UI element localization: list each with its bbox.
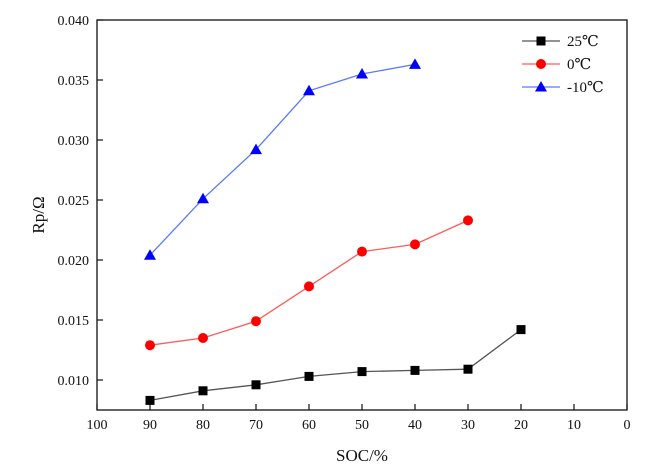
- y-tick-label: 0.025: [58, 194, 90, 209]
- x-tick-label: 50: [355, 418, 369, 433]
- data-point: [304, 371, 314, 381]
- x-tick-label: 30: [461, 418, 475, 433]
- legend-label: 25℃: [567, 34, 599, 50]
- x-tick-label: 40: [408, 418, 422, 433]
- y-tick-label: 0.010: [58, 374, 90, 389]
- y-tick-label: 0.035: [58, 74, 90, 89]
- legend-marker: [536, 59, 546, 69]
- data-point: [251, 316, 261, 327]
- data-point: [357, 246, 367, 257]
- legend: 25℃ 0℃ -10℃: [522, 34, 604, 96]
- x-tick-label: 90: [143, 418, 157, 433]
- x-tick-label: 70: [249, 418, 263, 433]
- series-layer: [144, 58, 526, 405]
- y-tick-label: 0.020: [58, 254, 90, 269]
- y-tick-label: 0.015: [58, 314, 90, 329]
- x-tick-label: 20: [514, 418, 528, 433]
- series-line: [149, 329, 522, 402]
- data-point: [251, 380, 261, 390]
- data-point: [197, 192, 209, 204]
- data-point: [409, 58, 421, 69]
- legend-marker: [535, 81, 547, 92]
- x-tick-label: 80: [196, 418, 210, 433]
- data-point: [144, 249, 156, 260]
- data-point: [198, 386, 208, 396]
- data-point: [303, 84, 315, 96]
- x-tick-label: 60: [302, 418, 316, 433]
- data-point: [198, 333, 208, 343]
- legend-item: -10℃: [522, 80, 604, 96]
- series-2: [144, 58, 421, 260]
- data-point: [145, 395, 155, 405]
- x-tick-label: 0: [624, 418, 631, 433]
- data-point: [410, 365, 420, 375]
- series-line: [149, 63, 416, 256]
- legend-marker: [536, 36, 546, 46]
- data-point: [356, 68, 368, 79]
- x-tick-label: 100: [87, 418, 108, 433]
- legend-label: 0℃: [567, 57, 591, 73]
- x-tick-label: 10: [567, 418, 581, 433]
- data-point: [357, 367, 367, 377]
- data-point: [410, 239, 420, 250]
- y-axis-title: Rp/Ω: [29, 196, 48, 233]
- x-axis-title: SOC/%: [336, 446, 388, 465]
- data-point: [250, 143, 262, 155]
- y-tick-label: 0.040: [58, 14, 90, 29]
- series-1: [145, 215, 473, 351]
- data-point: [463, 215, 473, 226]
- x-axis: 100 90 80 70 60 50 40 30 20 10 0: [87, 404, 631, 433]
- y-tick-label: 0.030: [58, 134, 90, 149]
- legend-label: -10℃: [567, 80, 604, 96]
- y-axis: 0.010 0.015 0.020 0.025 0.030 0.035 0.040: [58, 14, 103, 389]
- legend-item: 0℃: [522, 57, 591, 73]
- legend-item: 25℃: [522, 34, 599, 50]
- data-point: [516, 325, 526, 335]
- data-point: [145, 340, 155, 351]
- data-point: [304, 281, 314, 292]
- series-0: [145, 325, 526, 405]
- data-point: [463, 364, 473, 374]
